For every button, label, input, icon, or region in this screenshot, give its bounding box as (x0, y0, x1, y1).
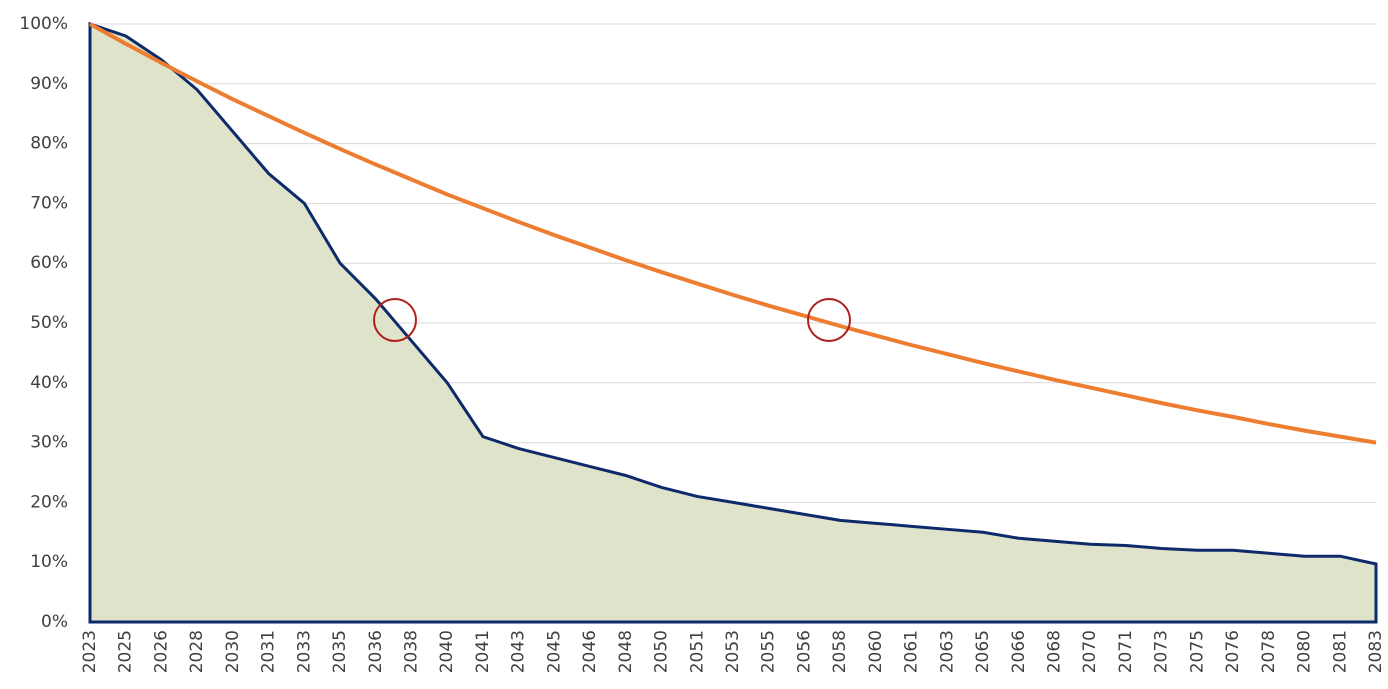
y-tick-label: 90% (30, 74, 68, 94)
x-tick-label: 2065 (973, 630, 993, 673)
x-tick-label: 2080 (1295, 630, 1315, 673)
x-tick-label: 2031 (259, 630, 279, 673)
area (88, 21, 1378, 624)
x-tick-label: 2083 (1366, 630, 1386, 673)
y-tick-label: 10% (30, 552, 68, 572)
x-tick-label: 2075 (1187, 630, 1207, 673)
y-tick-label: 60% (30, 253, 68, 273)
x-tick-label: 2046 (580, 630, 600, 673)
x-tick-label: 2076 (1223, 630, 1243, 673)
x-tick-label: 2026 (151, 630, 171, 673)
highlight-circle (807, 298, 851, 342)
x-tick-label: 2060 (866, 630, 886, 673)
y-tick-label: 80% (30, 134, 68, 154)
x-tick-label: 2073 (1152, 630, 1172, 673)
y-tick-label: 100% (19, 14, 68, 34)
x-tick-label: 2056 (794, 630, 814, 673)
x-tick-label: 2023 (80, 630, 100, 673)
x-tick-label: 2033 (294, 630, 314, 673)
x-tick-label: 2041 (473, 630, 493, 673)
x-tick-label: 2058 (830, 630, 850, 673)
x-tick-label: 2070 (1080, 630, 1100, 673)
x-tick-label: 2025 (116, 630, 136, 673)
x-tick-label: 2036 (366, 630, 386, 673)
y-tick-label: 0% (41, 612, 68, 632)
x-tick-label: 2035 (330, 630, 350, 673)
x-tick-label: 2066 (1009, 630, 1029, 673)
x-tick-label: 2040 (437, 630, 457, 673)
y-tick-label: 20% (30, 492, 68, 512)
highlight-circle (373, 298, 417, 342)
x-tick-label: 2048 (616, 630, 636, 673)
y-tick-label: 70% (30, 193, 68, 213)
x-tick-label: 2078 (1259, 630, 1279, 673)
x-tick-label: 2045 (544, 630, 564, 673)
x-tick-label: 2043 (509, 630, 529, 673)
y-tick-label: 40% (30, 373, 68, 393)
y-tick-label: 50% (30, 313, 68, 333)
x-tick-label: 2051 (687, 630, 707, 673)
x-tick-label: 2053 (723, 630, 743, 673)
x-tick-label: 2038 (402, 630, 422, 673)
x-tick-label: 2063 (937, 630, 957, 673)
x-tick-label: 2050 (652, 630, 672, 673)
x-tick-label: 2028 (187, 630, 207, 673)
line (89, 22, 1377, 445)
x-tick-label: 2061 (902, 630, 922, 673)
x-tick-label: 2055 (759, 630, 779, 673)
x-tick-label: 2030 (223, 630, 243, 673)
x-tick-label: 2068 (1045, 630, 1065, 673)
x-tick-label: 2081 (1330, 630, 1350, 673)
y-tick-label: 30% (30, 433, 68, 453)
x-tick-label: 2071 (1116, 630, 1136, 673)
